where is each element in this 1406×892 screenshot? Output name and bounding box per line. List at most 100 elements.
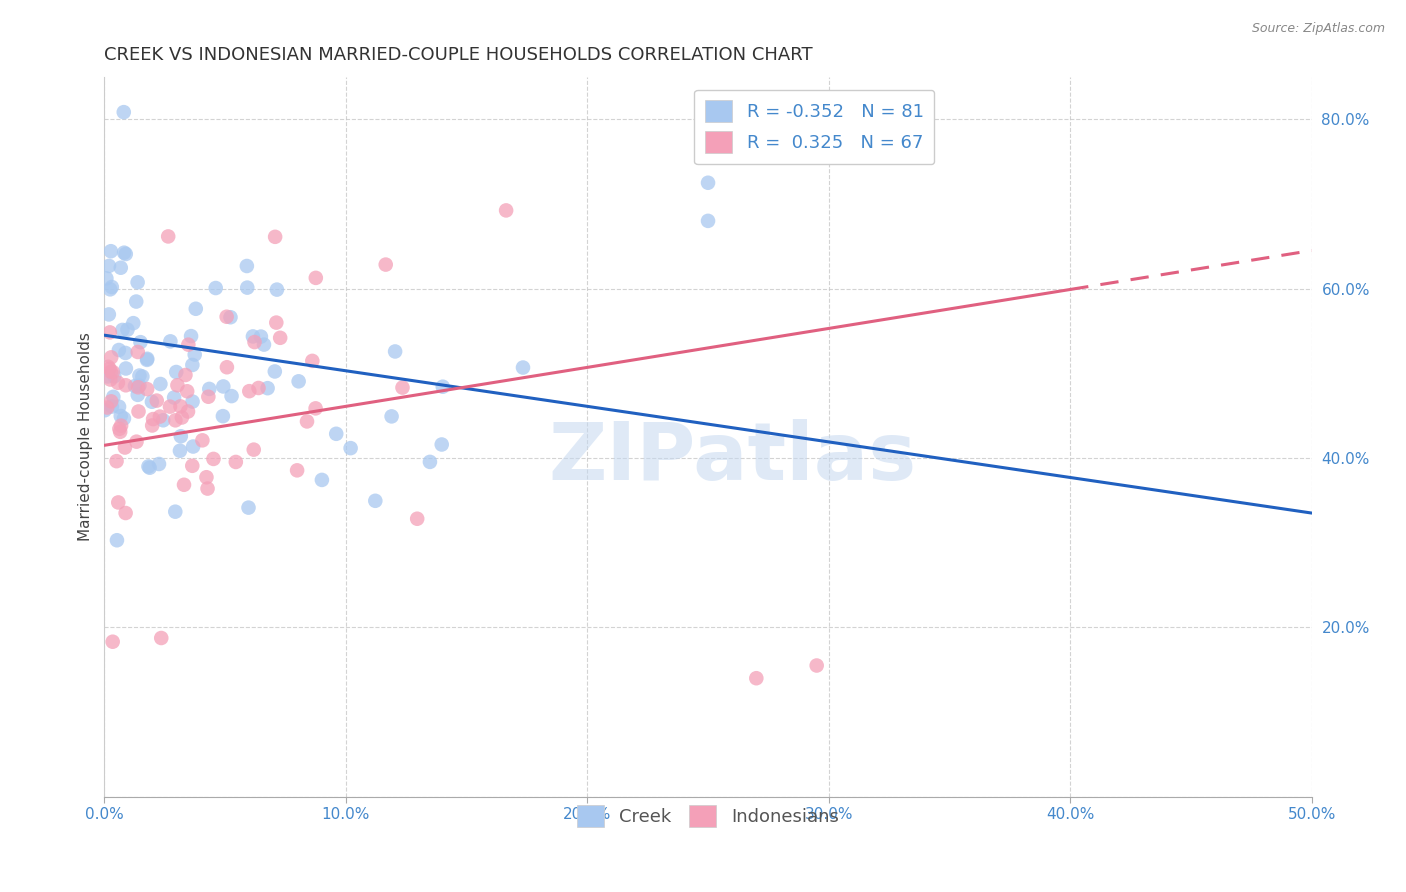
Point bbox=[108, 400, 131, 414]
Point bbox=[112, 105, 135, 120]
Point bbox=[115, 361, 138, 376]
Point bbox=[98, 259, 121, 273]
Point bbox=[94, 403, 117, 417]
Point bbox=[195, 470, 218, 484]
Point bbox=[111, 323, 134, 337]
Point bbox=[98, 282, 121, 296]
Point bbox=[198, 382, 221, 396]
Point bbox=[148, 457, 170, 471]
Point bbox=[197, 482, 219, 496]
Point bbox=[159, 400, 181, 414]
Point bbox=[165, 413, 187, 427]
Point bbox=[406, 512, 429, 526]
Point bbox=[238, 500, 260, 515]
Point bbox=[430, 437, 453, 451]
Point bbox=[177, 337, 200, 351]
Point bbox=[159, 334, 181, 349]
Point bbox=[495, 203, 517, 218]
Point bbox=[152, 413, 174, 427]
Point bbox=[122, 316, 145, 330]
Point bbox=[202, 451, 225, 466]
Point bbox=[157, 229, 180, 244]
Point bbox=[219, 310, 242, 325]
Point bbox=[145, 393, 167, 408]
Point bbox=[127, 388, 149, 402]
Point bbox=[127, 275, 149, 289]
Point bbox=[180, 329, 202, 343]
Point bbox=[263, 364, 285, 378]
Point bbox=[215, 360, 238, 375]
Point bbox=[114, 441, 136, 455]
Point bbox=[110, 260, 132, 275]
Point bbox=[108, 422, 131, 436]
Point bbox=[110, 409, 132, 423]
Point bbox=[117, 323, 139, 337]
Point bbox=[204, 281, 226, 295]
Point bbox=[128, 404, 150, 418]
Point bbox=[176, 384, 198, 399]
Point bbox=[169, 400, 191, 414]
Point bbox=[181, 458, 204, 473]
Point bbox=[697, 214, 720, 228]
Point bbox=[697, 176, 720, 190]
Point bbox=[295, 414, 318, 428]
Y-axis label: Married-couple Households: Married-couple Households bbox=[79, 333, 93, 541]
Point bbox=[100, 244, 122, 259]
Point bbox=[170, 429, 193, 443]
Point bbox=[181, 394, 204, 409]
Point bbox=[128, 378, 150, 392]
Point bbox=[243, 335, 266, 350]
Point bbox=[339, 441, 361, 455]
Point bbox=[745, 671, 768, 685]
Point bbox=[177, 404, 200, 418]
Text: Source: ZipAtlas.com: Source: ZipAtlas.com bbox=[1251, 22, 1385, 36]
Point bbox=[197, 390, 219, 404]
Point bbox=[136, 351, 159, 366]
Point bbox=[101, 634, 124, 648]
Point bbox=[173, 477, 195, 491]
Point bbox=[131, 369, 153, 384]
Point bbox=[125, 434, 148, 449]
Point bbox=[112, 411, 135, 425]
Point bbox=[97, 369, 120, 384]
Point bbox=[174, 368, 197, 382]
Point bbox=[325, 426, 347, 441]
Point bbox=[138, 460, 160, 475]
Point bbox=[107, 376, 129, 390]
Point bbox=[242, 442, 264, 457]
Point bbox=[169, 443, 191, 458]
Point bbox=[100, 365, 122, 379]
Point bbox=[183, 348, 205, 362]
Point bbox=[98, 326, 121, 340]
Point bbox=[256, 381, 278, 395]
Point bbox=[98, 373, 121, 387]
Point bbox=[101, 400, 124, 414]
Point bbox=[96, 401, 118, 415]
Point bbox=[806, 658, 828, 673]
Point bbox=[125, 294, 148, 309]
Point bbox=[110, 418, 132, 433]
Point bbox=[150, 631, 173, 645]
Point bbox=[181, 440, 204, 454]
Point bbox=[184, 301, 207, 316]
Point bbox=[269, 331, 291, 345]
Point bbox=[221, 389, 243, 403]
Point bbox=[285, 463, 308, 477]
Point bbox=[384, 344, 406, 359]
Point bbox=[305, 271, 328, 285]
Point bbox=[391, 380, 413, 394]
Point bbox=[266, 316, 288, 330]
Point bbox=[225, 455, 247, 469]
Point bbox=[149, 376, 172, 391]
Point bbox=[419, 455, 441, 469]
Point bbox=[301, 354, 323, 368]
Point bbox=[242, 329, 264, 343]
Point bbox=[114, 346, 136, 360]
Point bbox=[215, 310, 238, 324]
Point bbox=[112, 245, 135, 260]
Point bbox=[238, 384, 260, 399]
Text: ZIPatlas: ZIPatlas bbox=[548, 419, 917, 498]
Text: CREEK VS INDONESIAN MARRIED-COUPLE HOUSEHOLDS CORRELATION CHART: CREEK VS INDONESIAN MARRIED-COUPLE HOUSE… bbox=[104, 46, 813, 64]
Point bbox=[127, 380, 149, 394]
Point bbox=[101, 365, 124, 379]
